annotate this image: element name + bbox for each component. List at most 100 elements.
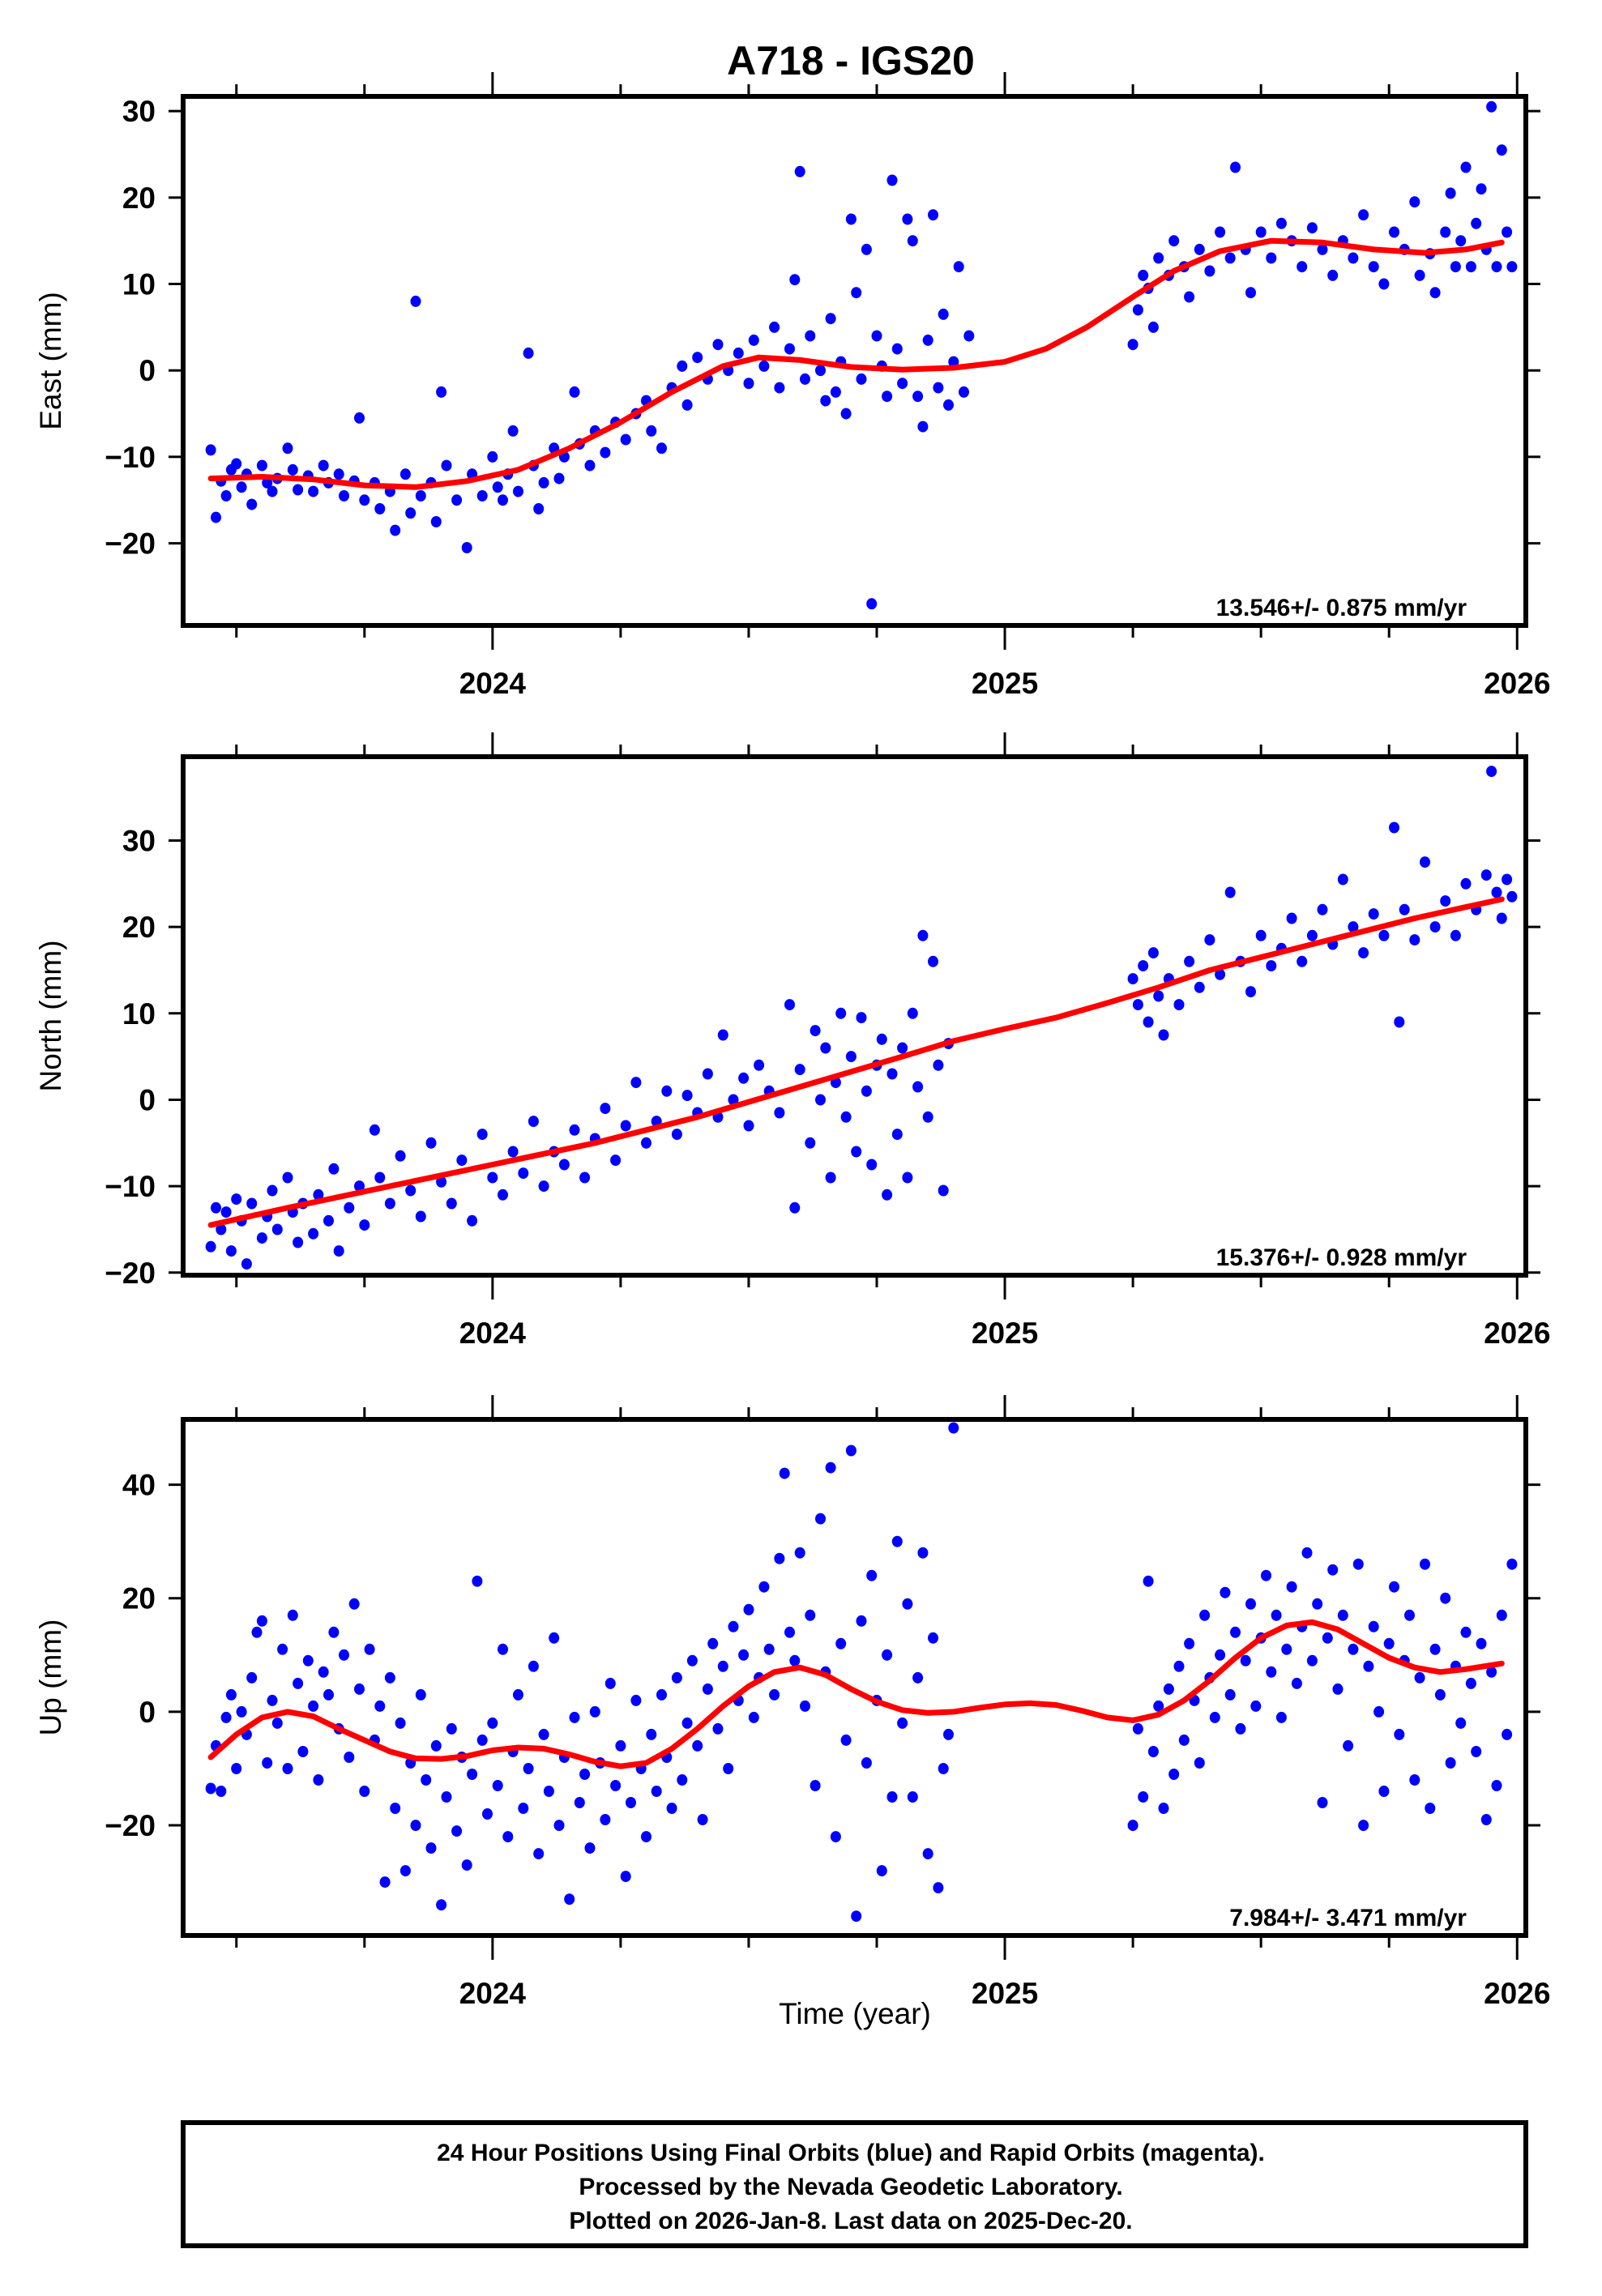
data-point: [1486, 1666, 1497, 1678]
data-point: [600, 1814, 611, 1825]
data-points: [205, 766, 1518, 1270]
data-point: [1127, 339, 1138, 351]
data-point: [1337, 1609, 1348, 1621]
data-point: [1399, 903, 1410, 915]
data-point: [748, 1711, 759, 1723]
data-point: [205, 444, 216, 456]
data-point: [1352, 1558, 1364, 1570]
data-point: [1297, 261, 1308, 273]
data-point: [313, 1774, 324, 1786]
data-point: [1147, 947, 1159, 959]
data-point: [354, 1683, 365, 1695]
data-point: [313, 1189, 324, 1201]
data-point: [779, 1467, 790, 1479]
data-point: [1332, 1683, 1344, 1695]
data-point: [502, 1831, 514, 1843]
data-point: [405, 507, 417, 519]
data-point: [1306, 1654, 1318, 1667]
data-point: [758, 360, 770, 372]
data-point: [1409, 1774, 1420, 1786]
data-point: [1506, 1558, 1518, 1570]
data-point: [600, 1103, 611, 1115]
data-point: [876, 1865, 887, 1877]
data-point: [886, 1068, 898, 1080]
data-point: [216, 1786, 227, 1797]
data-point: [446, 1722, 457, 1735]
data-point: [1173, 999, 1185, 1011]
data-point: [216, 1223, 227, 1235]
data-point: [220, 1206, 232, 1218]
data-point: [251, 1626, 263, 1638]
data-point: [646, 1728, 657, 1740]
data-point: [364, 1643, 375, 1655]
data-point: [876, 1033, 887, 1045]
data-point: [211, 1201, 221, 1214]
data-point: [928, 955, 938, 967]
data-point: [959, 386, 969, 398]
data-point: [845, 213, 857, 225]
data-point: [702, 1683, 713, 1695]
data-point: [1445, 1757, 1456, 1769]
data-point: [1450, 261, 1461, 273]
data-point: [513, 485, 523, 497]
data-point: [697, 1814, 708, 1825]
data-point: [528, 1660, 539, 1672]
data-point: [1358, 947, 1369, 959]
data-point: [1143, 1575, 1154, 1587]
x-axis-label: Time (year): [779, 1997, 931, 2030]
data-point: [1414, 1671, 1425, 1684]
data-point: [1215, 1649, 1226, 1661]
data-point: [328, 1163, 340, 1175]
data-point: [1378, 929, 1390, 941]
data-point: [1389, 1581, 1399, 1593]
data-point: [671, 1129, 682, 1141]
data-point: [405, 1184, 417, 1197]
data-point: [523, 1763, 534, 1774]
data-point: [1480, 869, 1492, 881]
data-point: [789, 1201, 801, 1214]
data-point: [225, 1688, 237, 1701]
data-point: [1312, 1598, 1323, 1610]
data-point: [1168, 1769, 1180, 1780]
data-point: [743, 1120, 754, 1132]
data-point: [374, 1700, 386, 1712]
data-point: [461, 542, 472, 553]
data-point: [246, 1671, 258, 1684]
data-point: [886, 1791, 898, 1803]
data-point: [1434, 1688, 1446, 1701]
data-point: [1306, 222, 1318, 234]
data-point: [743, 378, 754, 390]
data-point: [671, 1671, 682, 1684]
data-point: [538, 476, 549, 489]
data-point: [620, 1120, 631, 1132]
data-point: [425, 1137, 437, 1149]
data-point: [840, 1111, 852, 1123]
data-point: [518, 1167, 529, 1180]
x-tick-label: 2024: [459, 1317, 527, 1350]
data-point: [241, 1258, 252, 1270]
y-axis-label: North (mm): [34, 940, 67, 1091]
data-point: [1373, 1705, 1385, 1718]
data-point: [1465, 261, 1476, 273]
data-point: [1425, 1803, 1436, 1814]
data-point: [856, 373, 867, 385]
data-point: [1506, 261, 1518, 273]
y-tick-label: 20: [122, 911, 156, 944]
data-point: [231, 1193, 242, 1206]
data-point: [1158, 1803, 1169, 1814]
data-point: [1491, 1780, 1502, 1791]
y-tick-label: −20: [105, 1257, 156, 1290]
data-point: [538, 1180, 549, 1193]
data-point: [1275, 1711, 1287, 1723]
data-point: [1194, 981, 1205, 993]
data-point: [282, 1763, 293, 1774]
data-point: [1348, 921, 1359, 933]
data-point: [1471, 217, 1482, 229]
data-point: [262, 1757, 273, 1769]
data-point: [758, 1581, 770, 1593]
data-point: [851, 287, 862, 299]
data-point: [430, 1739, 442, 1752]
data-point: [620, 433, 631, 446]
y-tick-label: −10: [105, 441, 156, 474]
y-tick-label: 30: [122, 95, 156, 128]
